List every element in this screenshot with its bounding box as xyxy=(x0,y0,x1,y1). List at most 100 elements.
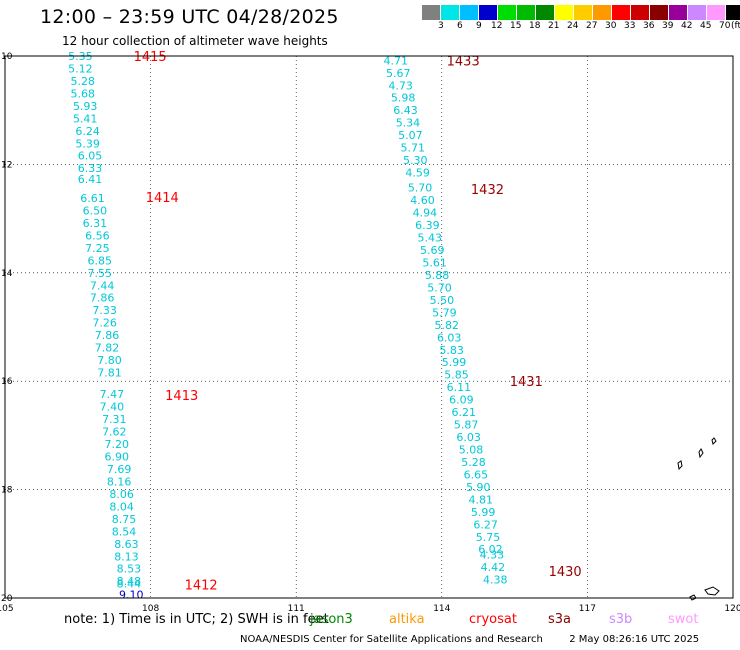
wave-height-value: 7.31 xyxy=(102,413,127,426)
satellite-s3a: s3a xyxy=(548,612,572,627)
wave-height-value: 5.07 xyxy=(398,129,423,142)
wave-height-value: 4.33 xyxy=(480,549,505,562)
legend-swatch xyxy=(498,5,517,20)
wave-height-value: 5.82 xyxy=(435,319,460,332)
island-outline xyxy=(704,586,720,596)
credit-timestamp: 2 May 08:26:16 UTC 2025 xyxy=(569,634,700,645)
wave-height-value: 5.93 xyxy=(73,100,98,113)
wave-height-value: 7.55 xyxy=(88,267,113,280)
wave-height-value: 5.70 xyxy=(427,281,452,294)
track-1: 5.355.125.285.685.935.416.245.396.056.33… xyxy=(68,50,218,602)
legend-swatch xyxy=(707,5,726,20)
color-legend xyxy=(422,5,740,20)
map-axes: 105 108 111 114 117 120 10 12 14 16 18 20 xyxy=(0,52,740,614)
wave-height-value: 6.39 xyxy=(415,219,440,232)
longitude-tick-label: 114 xyxy=(433,604,450,614)
legend-swatch xyxy=(726,5,740,20)
wave-height-value: 5.41 xyxy=(73,112,98,125)
legend-label: 36 xyxy=(643,21,655,31)
wave-height-value: 5.43 xyxy=(418,232,443,245)
pass-time-label: 1413 xyxy=(165,389,198,404)
wave-height-value: 5.71 xyxy=(401,142,426,155)
legend-label: 9 xyxy=(476,21,482,31)
wave-height-value: 5.99 xyxy=(442,356,467,369)
wave-height-value: 8.63 xyxy=(114,538,139,551)
wave-height-value: 6.05 xyxy=(78,150,103,163)
pass-time-label: 1415 xyxy=(134,50,167,65)
latitude-tick-label: 18 xyxy=(1,486,13,496)
longitude-tick-label: 105 xyxy=(0,604,14,614)
wave-height-value: 4.71 xyxy=(384,54,409,67)
wave-height-value: 6.24 xyxy=(75,125,100,138)
wave-height-value: 4.73 xyxy=(388,79,413,92)
wave-height-value: 6.56 xyxy=(85,229,110,242)
island-outline xyxy=(698,448,704,459)
latitude-tick-label: 12 xyxy=(1,160,12,170)
wave-height-value: 8.48 xyxy=(117,575,142,588)
legend-swatch xyxy=(612,5,631,20)
wave-height-value: 5.68 xyxy=(71,87,96,100)
wave-height-value: 7.25 xyxy=(85,242,110,255)
wave-height-value: 5.61 xyxy=(422,257,447,270)
map-frame xyxy=(4,55,734,599)
satellite-swot: swot xyxy=(668,612,699,627)
wave-height-value: 5.79 xyxy=(432,306,457,319)
wave-height-value: 7.86 xyxy=(90,292,115,305)
wave-height-value: 7.40 xyxy=(100,401,125,414)
wave-height-value: 7.80 xyxy=(97,354,122,367)
legend-swatch xyxy=(536,5,555,20)
wave-height-value: 5.34 xyxy=(396,117,421,130)
legend-swatch xyxy=(460,5,479,20)
wave-height-value: 6.02 xyxy=(478,543,503,556)
satellite-cryosat: cryosat xyxy=(469,612,517,627)
wave-height-value: 4.59 xyxy=(405,167,430,180)
wave-height-value: 7.33 xyxy=(92,304,117,317)
wave-height-value: 5.12 xyxy=(68,62,93,75)
wave-height-value: 6.50 xyxy=(83,204,108,217)
longitude-tick-label: 120 xyxy=(724,604,740,614)
island-outline xyxy=(711,437,717,445)
wave-height-value: 7.44 xyxy=(90,279,115,292)
legend-label: 3 xyxy=(438,21,444,31)
legend-label: 24 xyxy=(567,21,579,31)
wave-height-value: 5.39 xyxy=(75,137,100,150)
wave-height-value: 8.53 xyxy=(117,563,142,576)
wave-height-value: 5.69 xyxy=(420,244,445,257)
wave-height-value: 5.67 xyxy=(386,67,411,80)
wave-height-value: 5.90 xyxy=(466,481,491,494)
wave-height-value: 7.69 xyxy=(107,463,132,476)
latitude-tick-label: 14 xyxy=(1,269,13,279)
coastline xyxy=(677,437,720,601)
wave-height-value: 5.28 xyxy=(71,75,96,88)
wave-height-value: 8.16 xyxy=(107,475,132,488)
legend-swatch xyxy=(669,5,688,20)
wave-height-value: 4.81 xyxy=(468,493,493,506)
wave-height-value: 6.03 xyxy=(456,431,481,444)
altimeter-tracks: 5.355.125.285.685.935.416.245.396.056.33… xyxy=(68,50,582,602)
wave-height-value: 5.98 xyxy=(391,92,416,105)
wave-height-value: 7.47 xyxy=(100,388,125,401)
wave-height-value: 6.43 xyxy=(393,104,418,117)
wave-height-value: 6.31 xyxy=(83,217,108,230)
legend-swatch xyxy=(574,5,593,20)
track-2: 4.715.674.735.986.435.345.075.715.304.59… xyxy=(384,54,582,586)
wave-height-value: 5.85 xyxy=(444,369,469,382)
wave-height-value: 4.42 xyxy=(481,561,506,574)
wave-height-value: 6.61 xyxy=(80,192,105,205)
legend-swatch xyxy=(517,5,536,20)
legend-swatch xyxy=(650,5,669,20)
wave-height-value: 6.41 xyxy=(78,173,103,186)
legend-swatch xyxy=(479,5,498,20)
pass-time-label: 1432 xyxy=(471,183,504,198)
wave-height-value: 8.75 xyxy=(112,513,137,526)
longitude-tick-label: 111 xyxy=(288,604,305,614)
wave-height-value: 5.50 xyxy=(430,294,455,307)
latitude-tick-label: 20 xyxy=(1,594,13,604)
wave-height-value: 7.26 xyxy=(92,317,117,330)
wave-height-value: 8.44 xyxy=(117,577,142,590)
legend-label: 27 xyxy=(586,21,598,31)
wave-height-value: 6.21 xyxy=(452,406,477,419)
island-outline xyxy=(677,460,683,471)
wave-height-value: 7.62 xyxy=(102,426,127,439)
